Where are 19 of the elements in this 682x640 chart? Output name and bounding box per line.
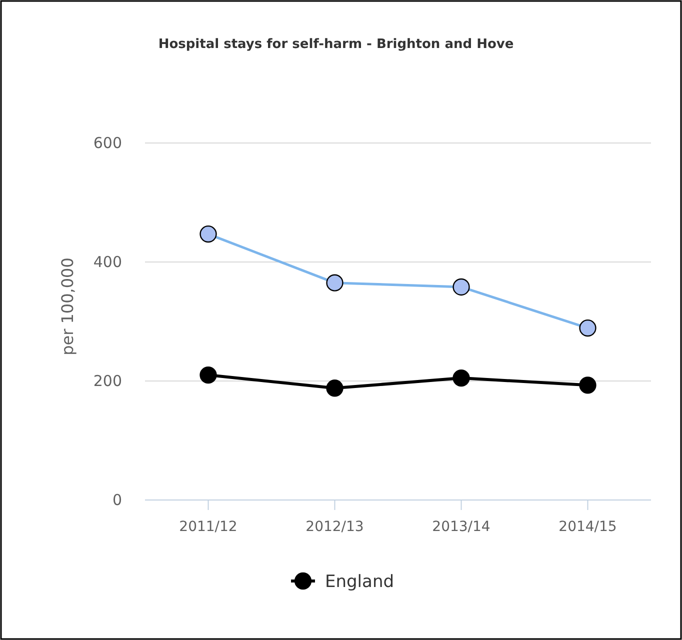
y-axis-title: per 100,000 [58,258,77,356]
x-tick-label: 2014/15 [558,519,617,535]
point [200,225,217,243]
point [579,376,596,394]
y-tick-label: 600 [93,134,122,152]
point [452,278,470,296]
point [326,380,344,397]
point [452,369,470,387]
point [200,366,217,384]
point [579,319,596,337]
chart-title: Hospital stays for self-harm - Brighton and Hove [158,37,514,52]
legend-label: England [325,572,394,592]
y-tick-label: 0 [112,491,122,509]
x-tick-label: 2011/12 [179,519,238,535]
y-tick-label: 200 [93,372,122,390]
x-tick-label: 2012/13 [306,519,364,535]
x-tick-label: 2013/14 [432,519,490,535]
y-tick-label: 400 [93,253,122,271]
point [326,274,344,292]
